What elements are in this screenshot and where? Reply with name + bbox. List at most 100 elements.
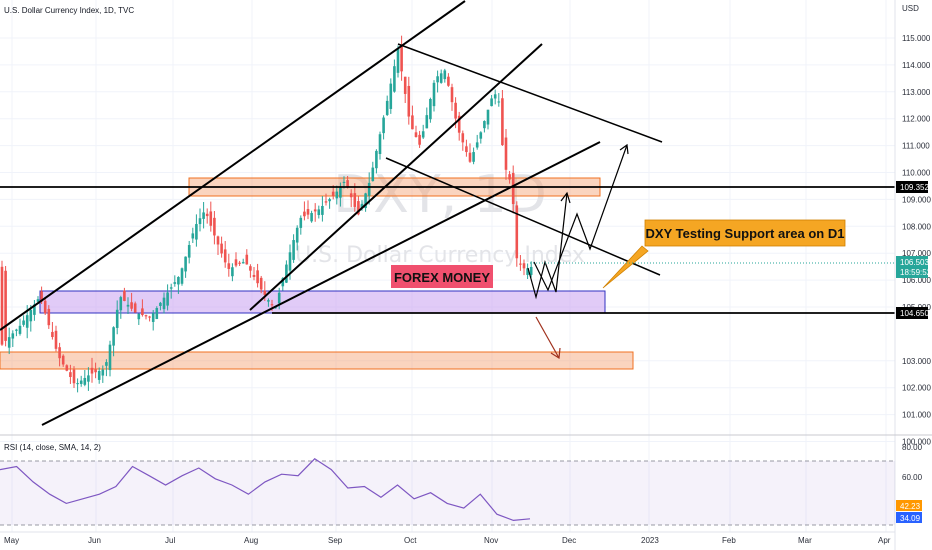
- price-tick: 111.000: [902, 142, 930, 151]
- candle-body: [375, 150, 378, 169]
- price-tick: 114.000: [902, 61, 931, 70]
- candle-body: [234, 259, 238, 266]
- candle-body: [101, 369, 105, 376]
- rsi-sma-text: 42.23: [900, 502, 921, 511]
- candle-body: [43, 300, 47, 314]
- candle-body: [511, 172, 515, 205]
- candle-body: [331, 191, 335, 196]
- candle-body: [447, 76, 450, 86]
- candle-body: [148, 316, 151, 318]
- candle-body: [339, 186, 342, 198]
- time-tick: Mar: [798, 536, 812, 545]
- candle-body: [432, 82, 436, 107]
- bearish-path[interactable]: [535, 316, 560, 359]
- candle-body: [515, 205, 519, 259]
- candle-body: [393, 66, 396, 92]
- wedge-bottom-line[interactable]: [385, 157, 661, 276]
- candle-body: [501, 98, 504, 146]
- candle-body: [144, 315, 148, 317]
- rsi-line: [0, 458, 531, 522]
- projection-paths: [527, 143, 629, 360]
- candle-body: [346, 180, 349, 188]
- candle-body: [436, 76, 439, 83]
- trend-lines: [0, 0, 895, 426]
- candle-body: [15, 329, 18, 331]
- candle-body: [263, 290, 267, 295]
- candle-body: [414, 132, 418, 137]
- candle-body: [411, 115, 414, 130]
- price-tick: 115.000: [902, 34, 931, 43]
- candle-body: [508, 174, 511, 180]
- chart-title: U.S. Dollar Currency Index, 1D, TVC: [4, 6, 134, 15]
- candle-body: [295, 227, 299, 243]
- candle-body: [187, 245, 191, 258]
- candle-body: [90, 367, 94, 374]
- candle-body: [281, 278, 285, 287]
- time-tick: 2023: [641, 536, 659, 545]
- candle-body: [285, 264, 288, 283]
- time-tick: Jun: [88, 536, 101, 545]
- candle-body: [403, 76, 407, 94]
- candle-body: [209, 211, 213, 226]
- candle-body: [58, 347, 61, 359]
- candle-body: [385, 100, 389, 115]
- candle-body: [288, 252, 292, 271]
- candle-body: [360, 203, 364, 209]
- candle-body: [159, 302, 162, 307]
- price-tick: 103.000: [902, 357, 931, 366]
- wedge-top-line[interactable]: [397, 43, 663, 143]
- candle-body: [241, 262, 245, 264]
- candle-body: [195, 224, 198, 240]
- inner-trendline[interactable]: [249, 43, 543, 311]
- price-tick: 108.000: [902, 222, 931, 231]
- last-price-tag[interactable]: [896, 256, 928, 278]
- candle-body: [184, 256, 187, 272]
- callout-box[interactable]: [644, 219, 846, 247]
- candle-body: [468, 152, 472, 162]
- candle-body: [0, 266, 4, 345]
- candle-body: [47, 308, 51, 326]
- rsi-value-text: 34.09: [900, 514, 921, 523]
- candle-body: [504, 137, 508, 170]
- rsi-value-tag[interactable]: [896, 512, 922, 523]
- candle-body: [353, 193, 357, 207]
- candle-body: [79, 380, 83, 384]
- time-ticks: May Jun Jul Aug Sep Oct Nov Dec 2023 Feb Mar Apr: [4, 536, 891, 545]
- level-tag-104[interactable]: [896, 307, 928, 319]
- candle-body: [274, 307, 277, 309]
- candle-body: [342, 181, 346, 183]
- level-tag-109[interactable]: [896, 181, 928, 193]
- candle-body: [155, 308, 159, 320]
- candle-body: [4, 270, 7, 341]
- time-tick: Oct: [404, 536, 417, 545]
- candle-body: [83, 377, 87, 385]
- candle-body: [36, 299, 40, 302]
- candle-body: [40, 291, 43, 302]
- rsi-label: RSI (14, close, SMA, 14, 2): [4, 443, 101, 452]
- rsi-sma-tag[interactable]: [896, 500, 922, 511]
- brand-label: FOREX MONEY: [394, 270, 490, 285]
- candle-body: [461, 133, 465, 143]
- candle-body: [400, 46, 403, 72]
- candle-body: [429, 98, 432, 120]
- candle-body: [335, 191, 339, 199]
- candle-body: [522, 263, 526, 269]
- candle-body: [227, 263, 231, 269]
- candle-body: [357, 201, 360, 215]
- candle-body: [69, 372, 72, 378]
- candle-body: [256, 270, 259, 284]
- candle-body: [349, 193, 353, 198]
- candle-body: [526, 268, 529, 275]
- candle-body: [439, 73, 443, 83]
- candle-body: [105, 362, 108, 366]
- brand-label-box[interactable]: [391, 265, 493, 288]
- support-zone-lower[interactable]: [0, 351, 634, 370]
- bullish-arrow-head: [560, 191, 571, 204]
- bullish-path-2[interactable]: [533, 144, 628, 292]
- channel-lower-line[interactable]: [41, 141, 601, 426]
- candle-body: [486, 109, 490, 125]
- candle-body: [173, 282, 177, 284]
- channel-upper-line[interactable]: [0, 0, 466, 331]
- rsi-band: [0, 461, 895, 525]
